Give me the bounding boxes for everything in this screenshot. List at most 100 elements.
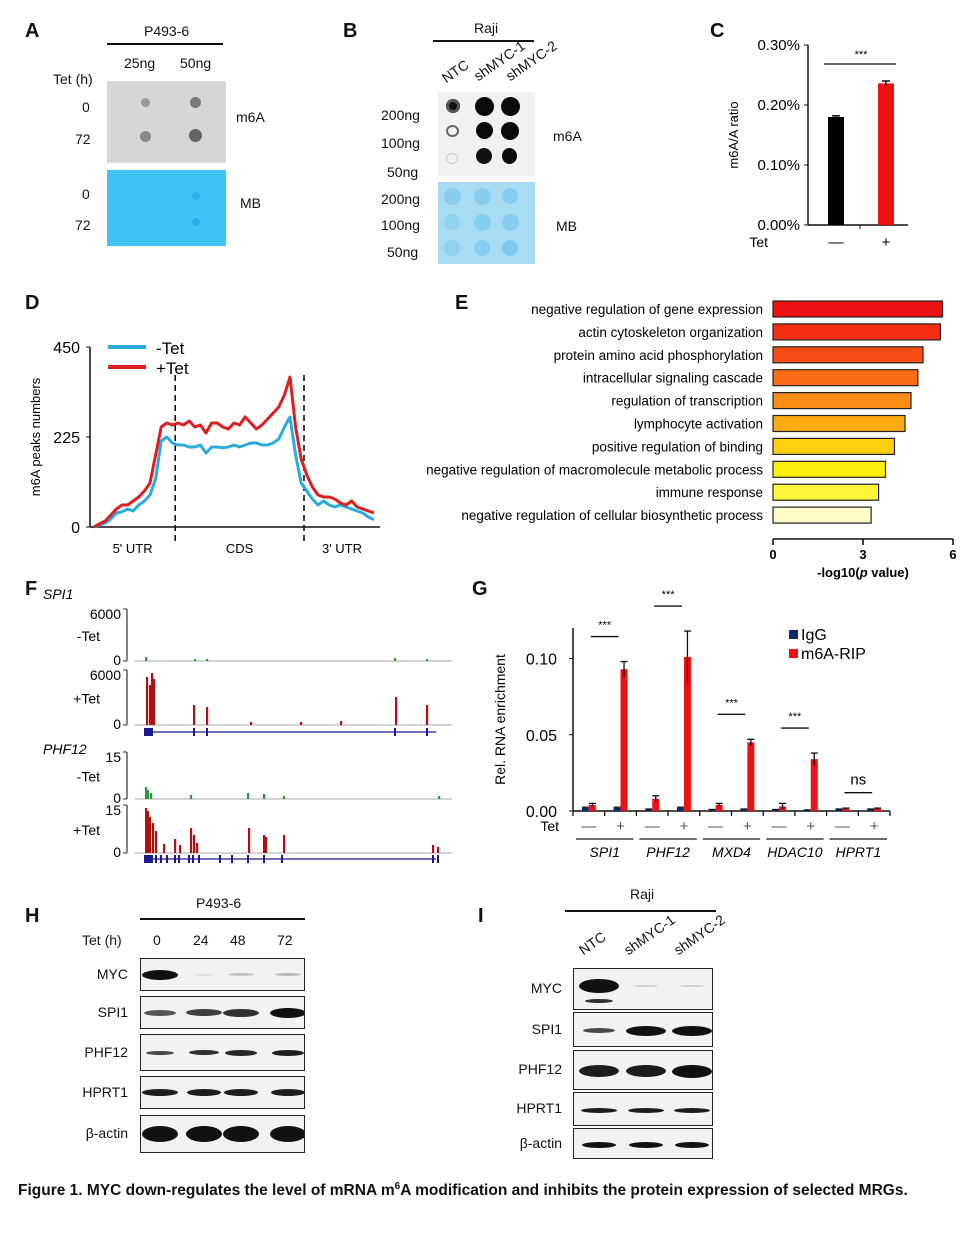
- panel-i-row-label: MYC: [530, 980, 562, 996]
- panel-a-label: A: [25, 20, 40, 42]
- legend-label: m6A-RIP: [801, 646, 866, 663]
- gene-model-exon: [198, 855, 200, 863]
- panel-g-label: G: [472, 578, 488, 600]
- tet-label: +: [616, 818, 625, 835]
- caption-superscript: 6: [394, 1181, 401, 1192]
- bar: [828, 117, 844, 225]
- coverage-peak: [163, 844, 166, 853]
- bar-igg: [645, 809, 653, 811]
- bar: [772, 391, 912, 410]
- panel-b-col-1: NTC: [438, 56, 472, 86]
- panel-i-blot-myc: [573, 968, 713, 1010]
- y-axis-label: m6A peaks numbers: [28, 377, 43, 496]
- track-ymax-label: 15: [105, 802, 121, 818]
- bar-igg: [676, 807, 684, 811]
- bar: [772, 506, 872, 524]
- protein-band: [224, 1049, 258, 1056]
- gene-label: SPI1: [590, 844, 620, 860]
- gene-model-exon: [160, 855, 162, 863]
- protein-band: [628, 1107, 664, 1113]
- panel-h-cell-line: P493-6: [196, 895, 242, 911]
- track-ymax-label: 6000: [90, 667, 121, 683]
- panel-c-chart: 0.00% 0.10% 0.20% 0.30% m6A/A ratio — + Tet ***: [726, 37, 908, 251]
- panel-b-mb-label: MB: [556, 218, 577, 234]
- coverage-peak: [395, 697, 398, 725]
- protein-band: [583, 1028, 615, 1033]
- track-ymin-label: 0: [113, 716, 121, 732]
- category-label: regulation of transcription: [611, 394, 763, 409]
- gene-model-exon: [144, 728, 153, 736]
- panel-b-label: B: [343, 20, 358, 42]
- panel-h-header-line: [140, 918, 305, 920]
- track-gene-label: PHF12: [43, 741, 87, 757]
- track-ymin-label: 0: [113, 844, 121, 860]
- y-tick-label: 0.00%: [757, 217, 800, 234]
- y-tick-label: 225: [53, 430, 80, 447]
- tet-label: —: [708, 818, 723, 835]
- gene-model-exon: [432, 855, 434, 863]
- protein-band: [223, 1126, 259, 1142]
- dot-blot-spot: [444, 214, 460, 230]
- panel-i-blot-phf12: [573, 1050, 713, 1090]
- bar-igg: [835, 809, 843, 811]
- bar-m6a-rip: [842, 808, 850, 811]
- coverage-peak: [155, 831, 158, 853]
- caption-prefix: Figure 1. MYC down-regulates the level o…: [18, 1182, 395, 1200]
- coverage-peak: [263, 794, 266, 799]
- coverage-peak: [151, 673, 154, 725]
- coverage-peak: [147, 790, 150, 799]
- panel-b-mb-row-3: 50ng: [387, 244, 419, 260]
- track-ymin-label: 0: [113, 652, 121, 668]
- protein-band: [626, 1025, 666, 1036]
- panel-i-header-line: [565, 910, 716, 912]
- coverage-peak: [340, 721, 343, 725]
- bar-igg: [803, 810, 811, 811]
- dot-blot-spot: [190, 97, 201, 108]
- panel-d-chart: 0 225 450 m6A peaks numbers 5' UTR CDS 3' UTR -…: [28, 339, 380, 556]
- significance-label: ***: [598, 620, 612, 632]
- panel-h-row-label: β-actin: [85, 1125, 128, 1141]
- bar: [772, 300, 944, 318]
- dot-blot-spot: [502, 148, 517, 164]
- bar: [878, 83, 894, 226]
- protein-band: [186, 1126, 222, 1142]
- category-label: negative regulation of cellular biosynth…: [461, 508, 763, 523]
- gene-model-exon: [437, 855, 439, 863]
- dot-blot-spot: [444, 240, 460, 256]
- x-tick-label: —: [829, 234, 844, 251]
- coverage-peak: [174, 839, 177, 853]
- series-line-tet: [93, 375, 375, 529]
- panel-b-header-line: [433, 40, 534, 42]
- tet-label: +: [680, 818, 689, 835]
- coverage-peak: [190, 795, 193, 799]
- legend-label: +Tet: [156, 359, 189, 378]
- bar-igg: [613, 807, 621, 811]
- panel-c-label: C: [710, 20, 725, 42]
- protein-band: [582, 1141, 616, 1148]
- panel-h-col-2: 24: [193, 932, 209, 948]
- bar-m6a-rip: [715, 804, 723, 811]
- protein-band: [145, 1050, 175, 1055]
- dot-blot-spot: [474, 188, 491, 205]
- coverage-peak: [193, 835, 196, 853]
- dot-blot-spot: [475, 97, 494, 116]
- panel-h-row-label: SPI1: [97, 1003, 128, 1020]
- y-tick-label: 0.10%: [757, 157, 800, 174]
- coverage-peak: [153, 679, 156, 725]
- x-row-label: Tet: [540, 818, 559, 834]
- track-condition-label: +Tet: [73, 822, 100, 838]
- coverage-peak: [149, 685, 152, 725]
- dot-blot-spot: [189, 129, 202, 142]
- bar-m6a-rip: [652, 798, 660, 811]
- protein-band: [142, 1126, 178, 1142]
- gene-model-exon: [426, 728, 428, 736]
- category-label: protein amino acid phosphorylation: [554, 348, 763, 363]
- gene-model-exon: [231, 855, 233, 863]
- tet-label: —: [835, 818, 850, 835]
- coverage-peak: [152, 823, 155, 853]
- y-tick-label: 0.05: [526, 728, 557, 745]
- panel-i-cell-line: Raji: [630, 886, 655, 902]
- protein-band: [626, 1065, 666, 1077]
- tet-label: —: [581, 818, 596, 835]
- protein-band: [223, 1008, 259, 1017]
